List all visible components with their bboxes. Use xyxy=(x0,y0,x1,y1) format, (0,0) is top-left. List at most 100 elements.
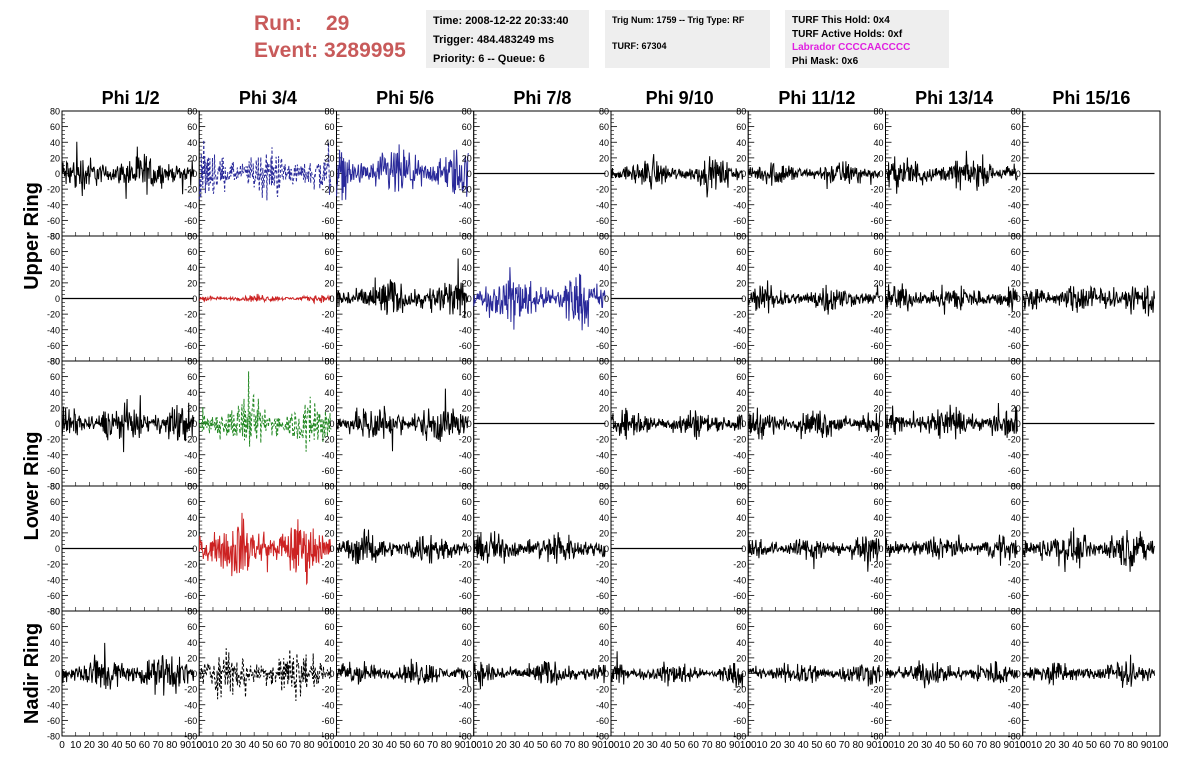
y-tick-label: 80 xyxy=(599,232,609,242)
y-tick-label: -20 xyxy=(733,435,746,445)
waveform-trace xyxy=(473,531,606,564)
y-tick-label: 40 xyxy=(873,138,883,148)
y-tick-label: 40 xyxy=(324,388,334,398)
y-tick-label: 60 xyxy=(873,372,883,382)
turf-line: TURF: 67304 xyxy=(612,41,667,51)
x-tick-label: 50 xyxy=(1086,740,1098,751)
y-tick-label: -20 xyxy=(870,685,883,695)
y-tick-label: 20 xyxy=(736,653,746,663)
y-tick-label: 40 xyxy=(50,388,60,398)
x-tick-label: 0 xyxy=(883,740,889,751)
x-tick-label: 70 xyxy=(976,740,988,751)
trigger-line: Trigger: 484.483249 ms xyxy=(433,34,555,46)
y-tick-label: -20 xyxy=(459,560,472,570)
x-tick-label: 50 xyxy=(674,740,686,751)
y-tick-label: -60 xyxy=(459,216,472,226)
y-tick-label: -60 xyxy=(1008,591,1021,601)
y-tick-label: 80 xyxy=(736,482,746,492)
y-tick-label: -60 xyxy=(1008,341,1021,351)
y-tick-label: 40 xyxy=(50,638,60,648)
x-tick-label: 70 xyxy=(290,740,302,751)
y-tick-label: -20 xyxy=(321,310,334,320)
column-header: Phi 13/14 xyxy=(915,88,993,108)
y-tick-label: 40 xyxy=(599,513,609,523)
y-tick-label: 20 xyxy=(873,278,883,288)
y-tick-label: -40 xyxy=(321,575,334,585)
y-tick-label: 80 xyxy=(873,232,883,242)
waveform-trace xyxy=(747,407,881,440)
y-tick-label: -20 xyxy=(459,685,472,695)
y-tick-label: 20 xyxy=(462,153,472,163)
y-tick-label: -40 xyxy=(47,450,60,460)
y-tick-label: -60 xyxy=(733,216,746,226)
y-tick-label: -40 xyxy=(47,575,60,585)
y-tick-label: -60 xyxy=(321,466,334,476)
time-line: Time: 2008-12-22 20:33:40 xyxy=(433,15,569,27)
x-tick-label: 60 xyxy=(1100,740,1112,751)
y-tick-label: -60 xyxy=(733,591,746,601)
y-tick-label: 40 xyxy=(462,513,472,523)
y-tick-label: -80 xyxy=(733,732,746,742)
x-tick-label: 0 xyxy=(1020,740,1026,751)
x-tick-label: 60 xyxy=(962,740,974,751)
y-tick-label: 40 xyxy=(873,388,883,398)
y-tick-label: 60 xyxy=(50,247,60,257)
y-tick-label: 0 xyxy=(1016,544,1021,554)
y-tick-label: -40 xyxy=(596,450,609,460)
y-tick-label: -60 xyxy=(596,591,609,601)
x-tick-label: 90 xyxy=(454,740,466,751)
y-tick-label: 0 xyxy=(329,669,334,679)
y-tick-label: -20 xyxy=(184,310,197,320)
y-tick-label: -60 xyxy=(47,216,60,226)
y-tick-label: -80 xyxy=(47,607,60,617)
y-tick-label: 60 xyxy=(324,622,334,632)
y-tick-label: 80 xyxy=(324,107,334,117)
y-tick-label: 80 xyxy=(462,107,472,117)
y-tick-label: 0 xyxy=(467,544,472,554)
y-tick-label: -60 xyxy=(1008,466,1021,476)
y-tick-label: 0 xyxy=(55,419,60,429)
y-tick-label: 40 xyxy=(1011,138,1021,148)
y-tick-label: -60 xyxy=(870,591,883,601)
y-tick-label: -60 xyxy=(733,716,746,726)
waveform-trace xyxy=(1022,527,1155,573)
y-tick-label: 60 xyxy=(324,372,334,382)
waveform-trace xyxy=(336,658,469,687)
y-tick-label: -20 xyxy=(47,185,60,195)
column-header: Phi 11/12 xyxy=(778,88,855,108)
y-tick-label: -40 xyxy=(1008,325,1021,335)
y-tick-label: 60 xyxy=(462,497,472,507)
y-tick-label: -40 xyxy=(184,450,197,460)
y-tick-label: 20 xyxy=(50,403,60,413)
y-tick-label: 80 xyxy=(873,357,883,367)
y-tick-label: 20 xyxy=(50,153,60,163)
x-tick-label: 40 xyxy=(386,740,398,751)
y-tick-label: 20 xyxy=(50,528,60,538)
y-tick-label: 40 xyxy=(50,138,60,148)
x-tick-label: 30 xyxy=(372,740,384,751)
waveform-trace xyxy=(61,642,195,696)
y-tick-label: 80 xyxy=(187,607,197,617)
y-tick-label: -20 xyxy=(1008,310,1021,320)
y-tick-label: 0 xyxy=(604,294,609,304)
y-tick-label: -20 xyxy=(321,185,334,195)
y-tick-label: -20 xyxy=(184,185,197,195)
waveform-trace xyxy=(198,512,332,586)
y-tick-label: 0 xyxy=(55,544,60,554)
x-tick-label: 20 xyxy=(84,740,96,751)
waveform-trace xyxy=(747,536,881,572)
x-tick-label: 60 xyxy=(139,740,151,751)
y-tick-label: -80 xyxy=(870,732,883,742)
y-tick-label: -80 xyxy=(47,232,60,242)
y-tick-label: 80 xyxy=(324,232,334,242)
y-tick-label: 60 xyxy=(1011,497,1021,507)
x-tick-label: 0 xyxy=(59,740,65,751)
y-tick-label: 20 xyxy=(873,653,883,663)
y-tick-label: 0 xyxy=(878,294,883,304)
y-tick-label: -40 xyxy=(596,575,609,585)
y-tick-label: -40 xyxy=(1008,450,1021,460)
y-tick-label: -40 xyxy=(1008,200,1021,210)
ring-label: Nadir Ring xyxy=(21,623,43,724)
y-tick-label: -60 xyxy=(321,591,334,601)
y-tick-label: 80 xyxy=(873,482,883,492)
